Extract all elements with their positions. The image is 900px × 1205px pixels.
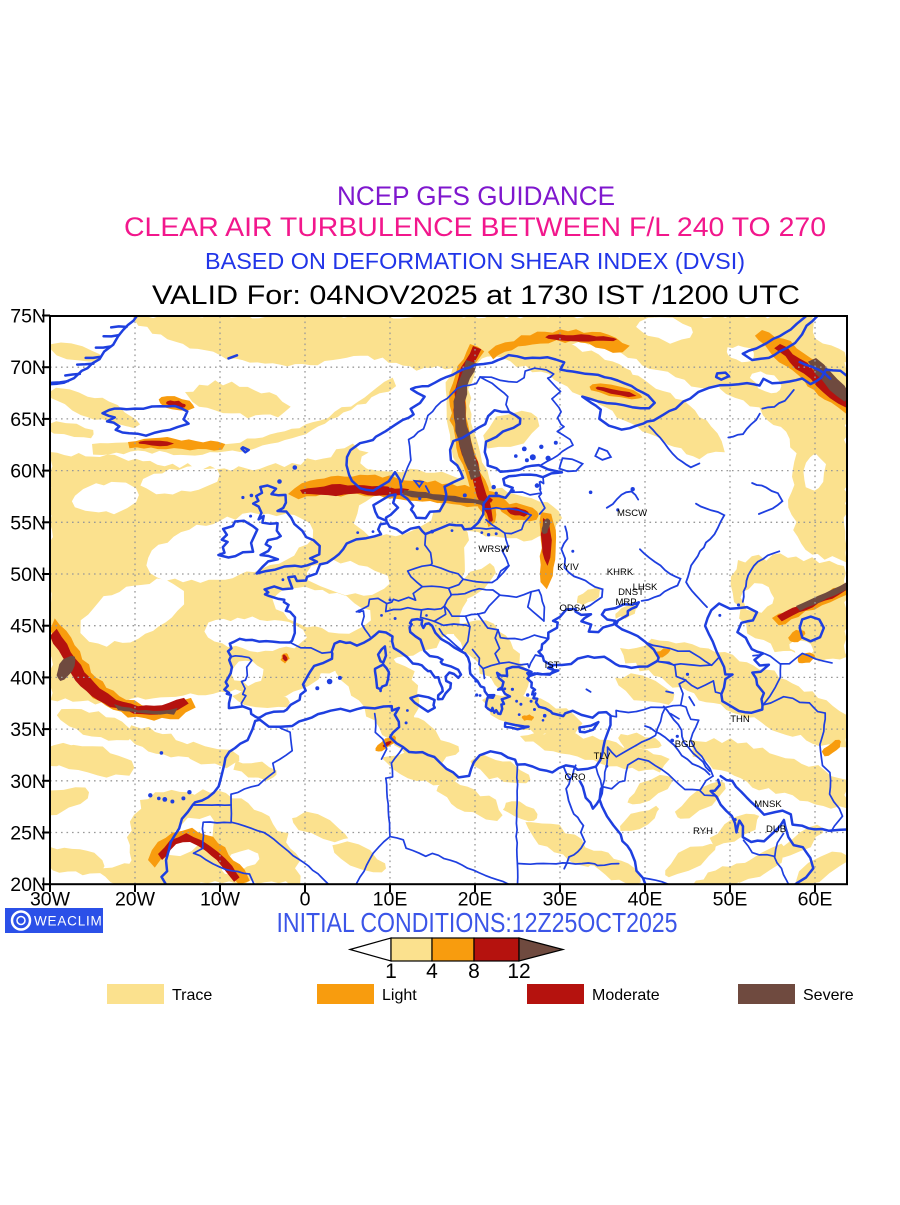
svg-text:ODSA: ODSA bbox=[560, 603, 588, 614]
svg-text:1: 1 bbox=[385, 960, 397, 983]
svg-text:MNSK: MNSK bbox=[754, 799, 782, 810]
svg-text:35N: 35N bbox=[10, 719, 46, 741]
svg-text:8: 8 bbox=[468, 960, 480, 983]
svg-text:CRO: CRO bbox=[564, 772, 585, 783]
svg-text:LHSK: LHSK bbox=[633, 582, 658, 593]
svg-text:65N: 65N bbox=[10, 409, 46, 431]
svg-text:45N: 45N bbox=[10, 616, 46, 638]
svg-text:KYIV: KYIV bbox=[557, 562, 579, 573]
svg-text:20N: 20N bbox=[10, 874, 46, 896]
svg-text:MRP: MRP bbox=[615, 597, 636, 608]
svg-text:TLV: TLV bbox=[594, 751, 611, 762]
svg-text:Trace: Trace bbox=[172, 987, 212, 1004]
svg-text:30N: 30N bbox=[10, 771, 46, 793]
svg-text:IST: IST bbox=[545, 660, 560, 671]
svg-text:CLEAR AIR TURBULENCE BETWEEN F: CLEAR AIR TURBULENCE BETWEEN F/L 240 TO … bbox=[124, 212, 826, 242]
svg-text:NCEP GFS GUIDANCE: NCEP GFS GUIDANCE bbox=[337, 181, 615, 211]
svg-text:10E: 10E bbox=[373, 889, 408, 911]
svg-text:30W: 30W bbox=[30, 889, 71, 911]
svg-text:20W: 20W bbox=[115, 889, 156, 911]
svg-text:VALID For: 04NOV2025 at 1730 I: VALID For: 04NOV2025 at 1730 IST /1200 U… bbox=[152, 280, 800, 310]
svg-text:60N: 60N bbox=[10, 461, 46, 483]
svg-text:4: 4 bbox=[426, 960, 438, 983]
svg-text:DNST: DNST bbox=[618, 587, 644, 598]
svg-text:Severe: Severe bbox=[803, 987, 854, 1004]
svg-text:75N: 75N bbox=[10, 306, 46, 328]
svg-text:40N: 40N bbox=[10, 667, 46, 689]
svg-text:25N: 25N bbox=[10, 823, 46, 845]
svg-text:BGD: BGD bbox=[675, 739, 696, 750]
svg-text:Light: Light bbox=[382, 987, 417, 1004]
svg-text:40E: 40E bbox=[628, 889, 663, 911]
svg-text:WRSW: WRSW bbox=[478, 544, 509, 555]
svg-text:70N: 70N bbox=[10, 357, 46, 379]
svg-text:0: 0 bbox=[300, 889, 311, 911]
svg-text:55N: 55N bbox=[10, 512, 46, 534]
svg-text:60E: 60E bbox=[798, 889, 833, 911]
svg-text:10W: 10W bbox=[200, 889, 241, 911]
svg-text:INITIAL CONDITIONS:12Z25OCT202: INITIAL CONDITIONS:12Z25OCT2025 bbox=[277, 907, 678, 938]
svg-text:BASED ON DEFORMATION SHEAR IND: BASED ON DEFORMATION SHEAR INDEX (DVSI) bbox=[205, 248, 745, 274]
svg-text:RYH: RYH bbox=[693, 826, 713, 837]
svg-text:50N: 50N bbox=[10, 564, 46, 586]
svg-text:KHRK: KHRK bbox=[607, 567, 634, 578]
svg-text:20E: 20E bbox=[458, 889, 493, 911]
svg-text:THN: THN bbox=[730, 714, 750, 725]
svg-text:50E: 50E bbox=[713, 889, 748, 911]
svg-text:WEACLIM: WEACLIM bbox=[34, 914, 103, 929]
svg-text:Moderate: Moderate bbox=[592, 987, 660, 1004]
svg-text:12: 12 bbox=[507, 960, 530, 983]
svg-text:DUB: DUB bbox=[766, 824, 786, 835]
svg-text:MSCW: MSCW bbox=[617, 508, 647, 519]
svg-text:30E: 30E bbox=[543, 889, 578, 911]
